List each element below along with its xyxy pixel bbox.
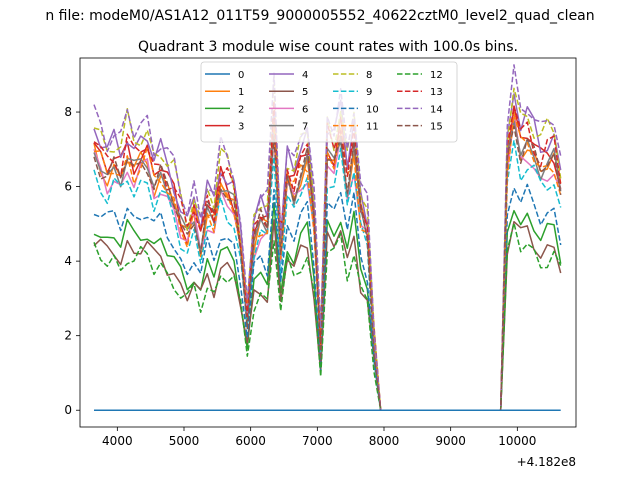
chart-title: Quadrant 3 module wise count rates with …: [138, 39, 518, 55]
y-tick-label: 6: [64, 180, 72, 194]
x-offset-label: +4.182e8: [517, 455, 576, 469]
y-tick-label: 8: [64, 105, 72, 119]
x-axis: 4000 5000 6000 7000 8000 9000 10000: [102, 427, 536, 448]
legend-label-13: 13: [430, 87, 443, 98]
x-tick-label: 7000: [302, 434, 333, 448]
legend-label-15: 15: [430, 122, 443, 133]
legend-label-1: 1: [238, 87, 244, 98]
plot-frame: [79, 57, 577, 428]
x-tick-label: 4000: [102, 434, 133, 448]
legend-label-11: 11: [366, 122, 379, 133]
series-line-12: [93, 222, 562, 411]
legend-label-4: 4: [302, 70, 308, 81]
y-tick-label: 4: [64, 254, 72, 268]
legend-label-14: 14: [430, 104, 443, 115]
legend-box: [200, 61, 458, 143]
legend-label-12: 12: [430, 70, 443, 81]
legend-label-9: 9: [366, 87, 372, 98]
x-tick-label: 10000: [498, 434, 536, 448]
y-tick-label: 2: [64, 329, 72, 343]
legend-label-8: 8: [366, 70, 372, 81]
legend-label-2: 2: [238, 104, 244, 115]
legend-label-3: 3: [238, 122, 244, 133]
x-tick-label: 8000: [369, 434, 400, 448]
y-axis: 0 2 4 6 8: [64, 105, 80, 417]
legend-label-5: 5: [302, 87, 308, 98]
x-tick-label: 6000: [235, 434, 266, 448]
legend-label-0: 0: [238, 70, 244, 81]
x-tick-label: 9000: [435, 434, 466, 448]
legend-label-7: 7: [302, 122, 308, 133]
figure-suptitle: n file: modeM0/AS1A12_011T59_9000005552_…: [45, 8, 594, 24]
legend-label-6: 6: [302, 104, 308, 115]
legend-label-10: 10: [366, 104, 379, 115]
y-tick-label: 0: [64, 403, 72, 417]
x-tick-label: 5000: [169, 434, 200, 448]
